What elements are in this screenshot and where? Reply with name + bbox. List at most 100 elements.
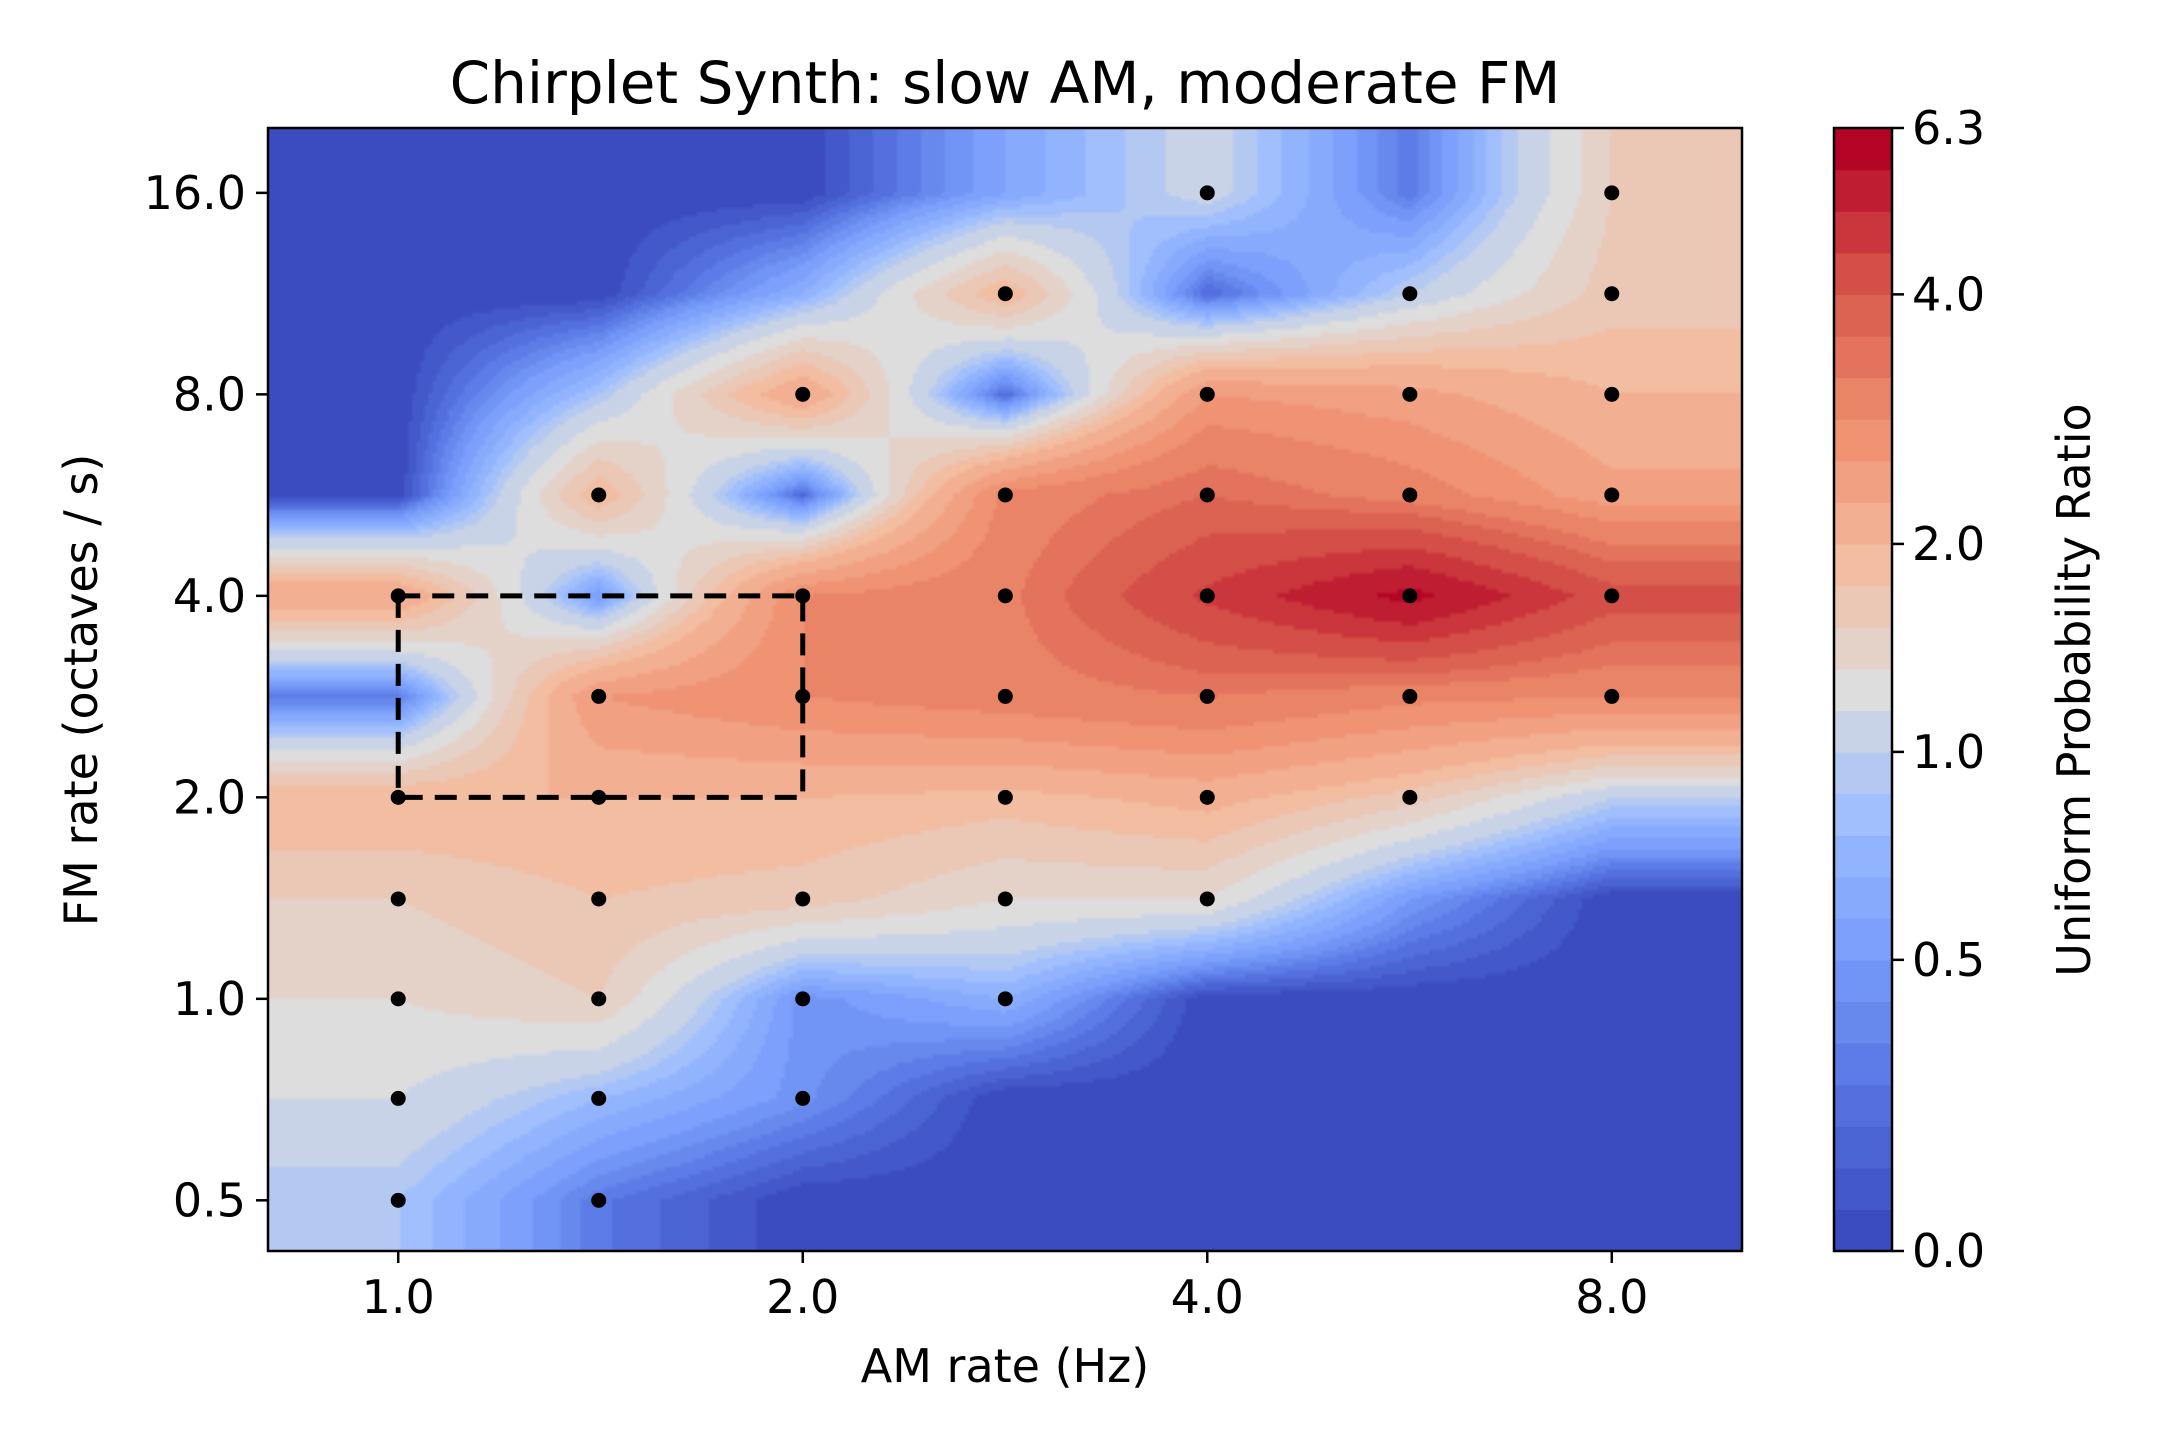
sample-point	[1402, 386, 1418, 402]
colorbar-tick-label: 2.0	[1912, 517, 1985, 571]
sample-point	[795, 991, 811, 1007]
sample-point	[591, 789, 607, 805]
y-tick-label: 16.0	[144, 166, 246, 220]
sample-point	[390, 891, 406, 907]
colorbar-tick-label: 0.5	[1912, 933, 1985, 987]
colorbar-band	[1834, 169, 1892, 212]
sample-point	[591, 1192, 607, 1208]
sample-point	[795, 891, 811, 907]
sample-point	[390, 789, 406, 805]
sample-point	[591, 891, 607, 907]
y-tick-label: 1.0	[173, 972, 246, 1026]
colorbar-band	[1834, 211, 1892, 254]
sample-point	[591, 487, 607, 503]
colorbar-band	[1834, 1043, 1892, 1086]
sample-point	[1604, 588, 1620, 604]
sample-point	[1604, 487, 1620, 503]
sample-point	[795, 386, 811, 402]
sample-point	[997, 688, 1013, 704]
sample-point	[390, 1192, 406, 1208]
sample-point	[1199, 688, 1215, 704]
sample-point	[997, 891, 1013, 907]
colorbar-band	[1834, 668, 1892, 711]
sample-point	[1604, 185, 1620, 201]
colorbar-band	[1834, 1167, 1892, 1211]
colorbar-band	[1834, 252, 1892, 295]
colorbar-tick-label: 6.3	[1912, 101, 1985, 155]
sample-point	[390, 991, 406, 1007]
sample-point	[1402, 487, 1418, 503]
sample-point	[1199, 891, 1215, 907]
sample-point	[591, 991, 607, 1007]
colorbar-tick-label: 4.0	[1912, 267, 1985, 321]
sample-point	[997, 991, 1013, 1007]
chart-title: Chirplet Synth: slow AM, moderate FM	[450, 49, 1561, 117]
colorbar-band	[1834, 502, 1892, 545]
sample-point	[1199, 487, 1215, 503]
colorbar-label: Uniform Probability Ratio	[2047, 403, 2101, 976]
sample-point	[1199, 789, 1215, 805]
colorbar-tick-label: 0.0	[1912, 1224, 1985, 1278]
x-tick-label: 4.0	[1171, 1270, 1244, 1324]
x-tick-label: 2.0	[766, 1270, 839, 1324]
y-tick-label: 8.0	[173, 367, 246, 421]
colorbar-band	[1834, 710, 1892, 753]
sample-point	[795, 1090, 811, 1106]
x-tick-label: 8.0	[1575, 1270, 1648, 1324]
sample-point	[997, 789, 1013, 805]
y-axis-ticks: 0.5 1.0 2.0 4.0 8.0 16.0	[144, 166, 268, 1227]
colorbar-frame	[1832, 126, 1894, 1253]
colorbar-band	[1834, 335, 1892, 379]
colorbar-band	[1834, 543, 1892, 587]
colorbar-band	[1834, 959, 1892, 1003]
colorbar-band	[1834, 627, 1892, 670]
sample-point	[1402, 588, 1418, 604]
colorbar-band	[1834, 835, 1892, 878]
sample-point	[1199, 386, 1215, 402]
sample-point	[1604, 386, 1620, 402]
colorbar-band	[1834, 876, 1892, 919]
y-tick-label: 4.0	[173, 569, 246, 623]
plot-frame	[266, 126, 1744, 1253]
colorbar-band	[1834, 294, 1892, 337]
y-axis-label: FM rate (octaves / s)	[54, 454, 108, 927]
sample-point	[591, 688, 607, 704]
colorbar-band	[1834, 1209, 1892, 1252]
y-tick-label: 2.0	[173, 770, 246, 824]
sample-point	[795, 588, 811, 604]
sample-point	[591, 1090, 607, 1106]
colorbar	[1834, 128, 1892, 1252]
y-tick-label: 0.5	[173, 1173, 246, 1227]
sample-point	[1604, 688, 1620, 704]
sample-point	[795, 688, 811, 704]
colorbar-band	[1834, 1001, 1892, 1044]
colorbar-tick-label: 1.0	[1912, 725, 1985, 779]
sample-point	[390, 1090, 406, 1106]
sample-point	[1402, 688, 1418, 704]
colorbar-band	[1834, 1126, 1892, 1169]
sample-point	[1604, 286, 1620, 302]
sample-point	[1402, 286, 1418, 302]
sample-point	[997, 286, 1013, 302]
sample-point	[1402, 789, 1418, 805]
colorbar-band	[1834, 377, 1892, 420]
sample-point	[1199, 588, 1215, 604]
colorbar-band	[1834, 585, 1892, 628]
x-axis-label: AM rate (Hz)	[861, 1339, 1149, 1393]
sample-point	[997, 588, 1013, 604]
colorbar-band	[1834, 128, 1892, 171]
colorbar-ticks: 0.0 0.5 1.0 2.0 4.0 6.3	[1892, 101, 1985, 1278]
colorbar-band	[1834, 793, 1892, 836]
sample-point	[390, 588, 406, 604]
colorbar-band	[1834, 460, 1892, 503]
colorbar-band	[1834, 1084, 1892, 1127]
sample-point	[1199, 185, 1215, 201]
sample-points	[390, 185, 1620, 1208]
x-axis-ticks: 1.0 2.0 4.0 8.0	[362, 1251, 1648, 1324]
colorbar-band	[1834, 918, 1892, 961]
sample-point	[997, 487, 1013, 503]
colorbar-band	[1834, 419, 1892, 462]
colorbar-band	[1834, 751, 1892, 795]
x-tick-label: 1.0	[362, 1270, 435, 1324]
